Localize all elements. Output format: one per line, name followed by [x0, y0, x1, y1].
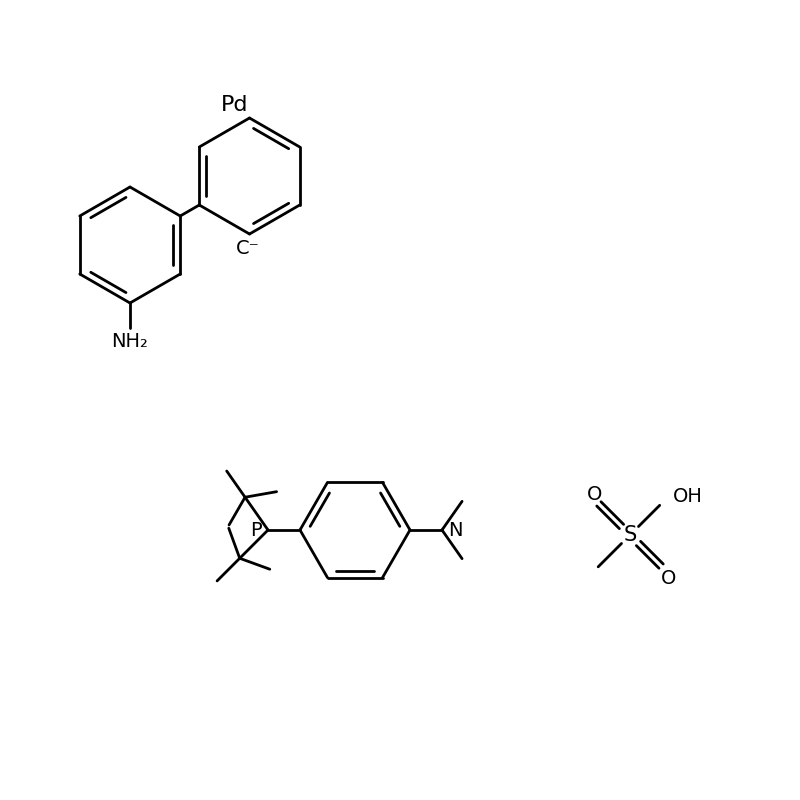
Text: N: N [448, 521, 462, 539]
Text: S: S [623, 525, 637, 545]
Text: P: P [250, 521, 262, 539]
Text: O: O [587, 485, 602, 504]
Text: C⁻: C⁻ [235, 239, 259, 258]
Text: NH₂: NH₂ [111, 332, 149, 351]
Text: OH: OH [674, 487, 703, 506]
Text: O: O [661, 569, 676, 588]
Text: Pd: Pd [222, 95, 249, 115]
